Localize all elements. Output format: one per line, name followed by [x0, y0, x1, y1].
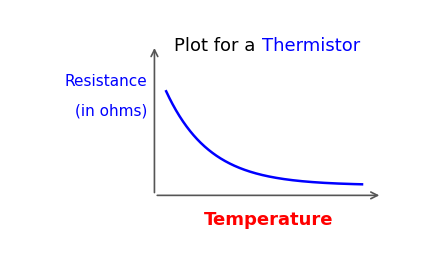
Text: Plot for a: Plot for a — [175, 37, 262, 55]
Text: (in ohms): (in ohms) — [75, 104, 148, 119]
Text: Temperature: Temperature — [203, 211, 333, 229]
Text: Resistance: Resistance — [65, 74, 148, 89]
Text: Thermistor: Thermistor — [262, 37, 360, 55]
